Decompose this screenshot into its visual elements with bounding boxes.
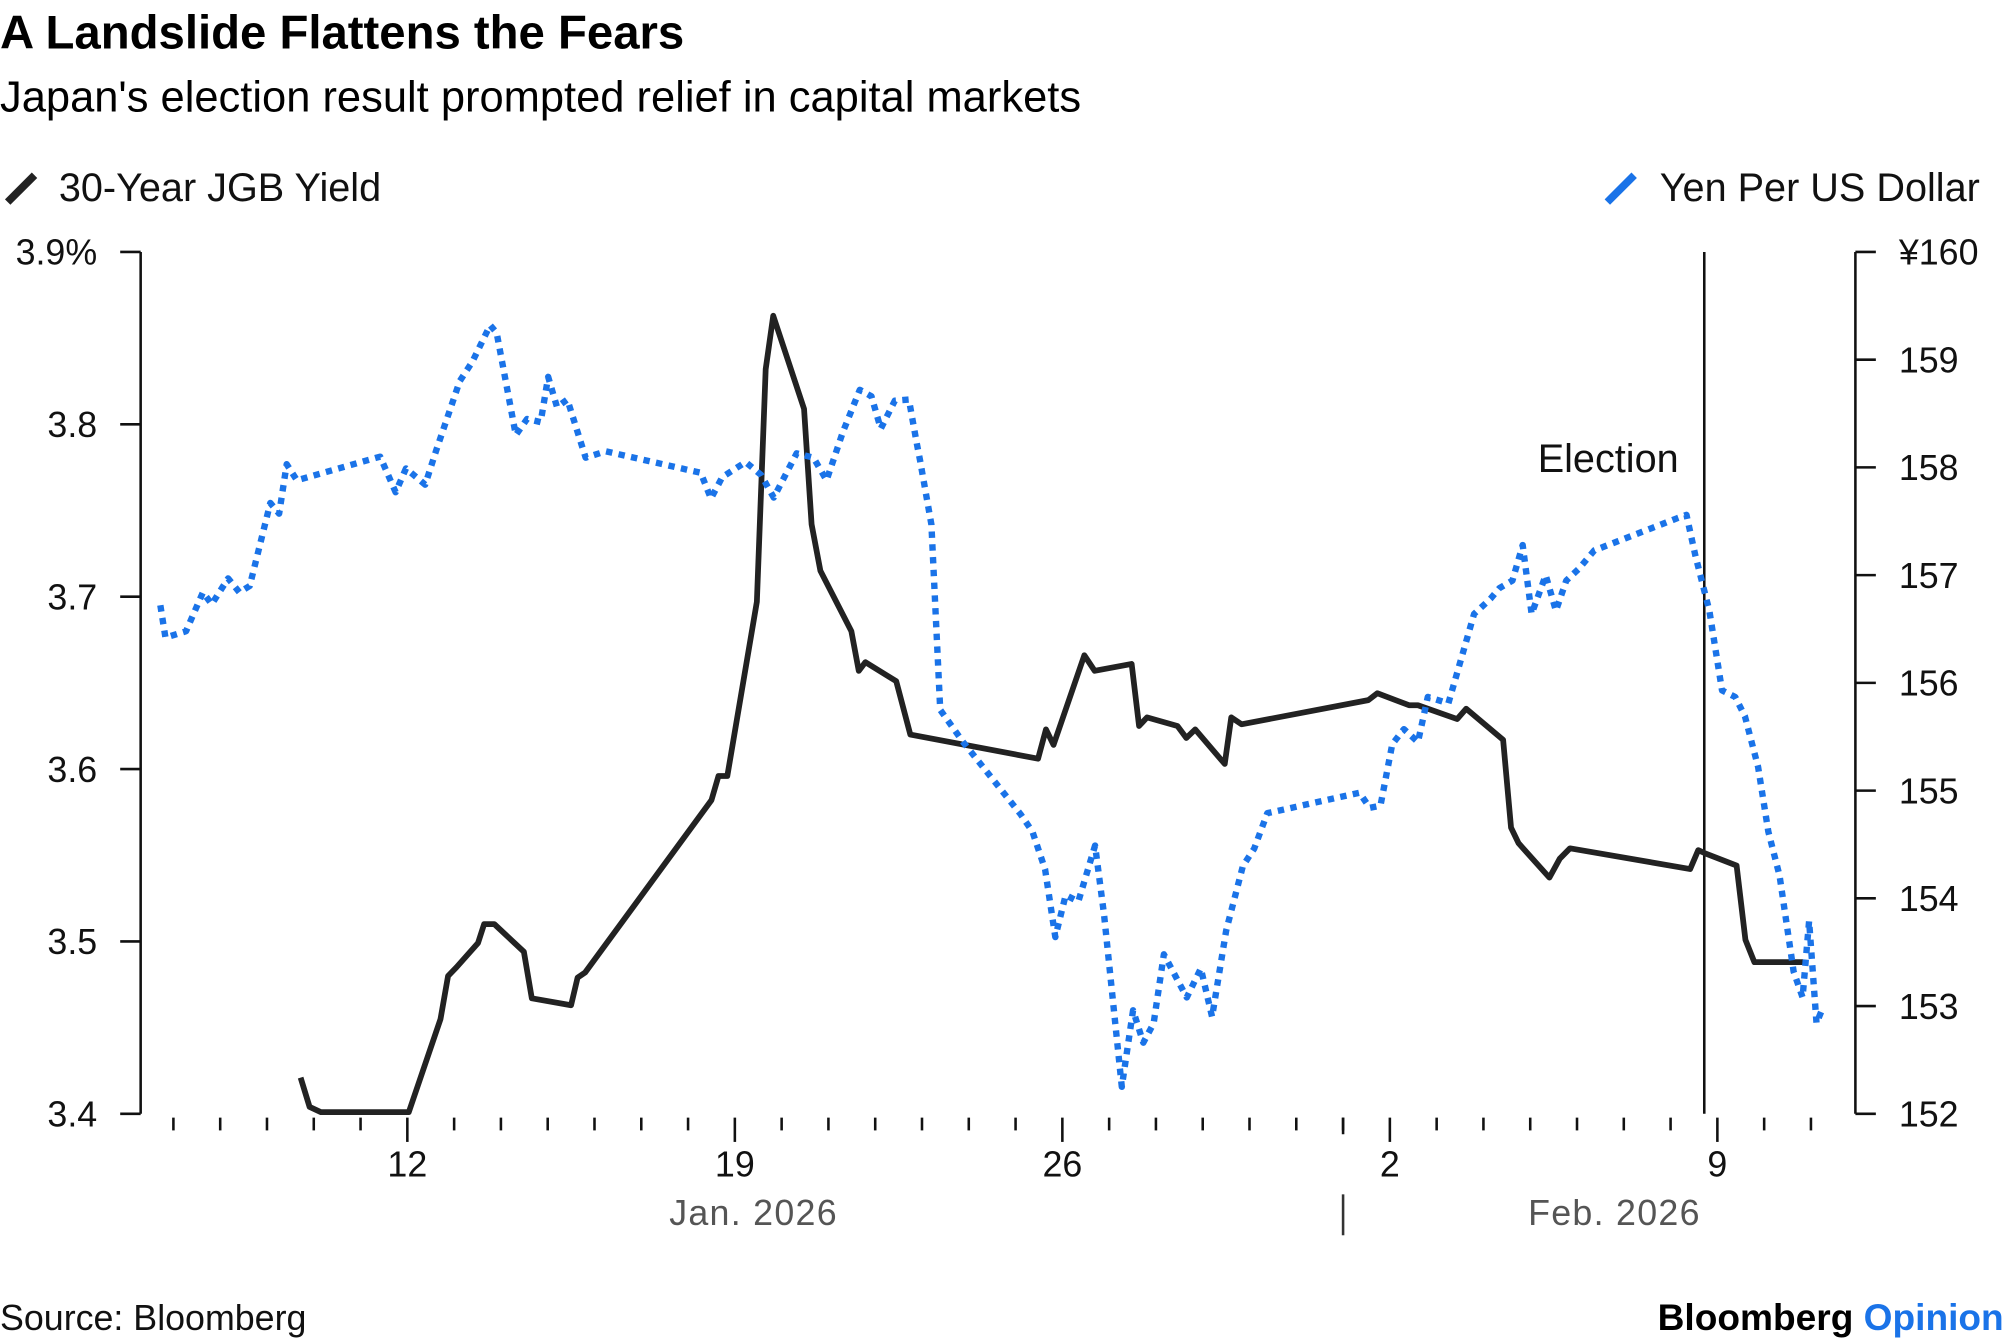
chart-title: A Landslide Flattens the Fears — [0, 7, 684, 60]
brand-logo: Bloomberg Opinion — [1658, 1296, 2004, 1338]
legend-label-yen: Yen Per US Dollar — [1660, 166, 1980, 210]
legend-swatch-yen — [1604, 172, 1637, 205]
month-label: Jan. 2026 — [669, 1193, 838, 1233]
x-axis-tick-label: 19 — [715, 1144, 755, 1184]
legend-right: Yen Per US Dollar — [1604, 166, 1980, 210]
brand-name: Bloomberg — [1658, 1296, 1854, 1338]
left-axis-tick-label: 3.4 — [47, 1095, 97, 1135]
legend-swatch-jgb — [4, 172, 38, 205]
month-label: Feb. 2026 — [1528, 1193, 1701, 1233]
x-axis-tick-label: 26 — [1042, 1144, 1082, 1184]
x-axis-tick-label: 2 — [1380, 1144, 1400, 1184]
jgb-yield-line — [297, 312, 1803, 1116]
chart-subtitle: Japan's election result prompted relief … — [0, 73, 1081, 121]
axes: 3.9% 3.8 3.7 3.6 3.5 3.4 ¥160 159 158 157 156 155 15… — [16, 233, 1979, 1236]
right-axis-tick-label: 154 — [1899, 879, 1959, 919]
right-axis-tick-label: 156 — [1899, 664, 1959, 704]
x-axis-tick-label: 9 — [1707, 1144, 1727, 1184]
left-axis-tick-label: 3.8 — [47, 405, 97, 445]
left-axis-tick-label: 3.9% — [16, 233, 98, 273]
right-axis-tick-label: 155 — [1899, 771, 1959, 811]
plot-area: Election — [157, 251, 1825, 1116]
right-axis-tick-label: 159 — [1899, 340, 1959, 380]
right-axis-tick-label: ¥160 — [1898, 233, 1979, 273]
left-axis-tick-label: 3.6 — [47, 750, 97, 790]
right-axis-tick-label: 152 — [1899, 1095, 1959, 1135]
legend-label-jgb: 30-Year JGB Yield — [59, 166, 381, 210]
right-axis-tick-label: 157 — [1899, 556, 1959, 596]
election-annotation-label: Election — [1538, 437, 1679, 481]
source-note: Source: Bloomberg — [0, 1298, 306, 1338]
x-axis-tick-label: 12 — [387, 1144, 427, 1184]
legend-left: 30-Year JGB Yield — [4, 166, 381, 210]
left-axis-tick-label: 3.7 — [47, 577, 97, 617]
brand-suffix: Opinion — [1864, 1296, 2004, 1338]
left-axis-tick-label: 3.5 — [47, 922, 97, 962]
right-axis-tick-label: 158 — [1899, 448, 1959, 488]
right-axis-tick-label: 153 — [1899, 987, 1959, 1027]
